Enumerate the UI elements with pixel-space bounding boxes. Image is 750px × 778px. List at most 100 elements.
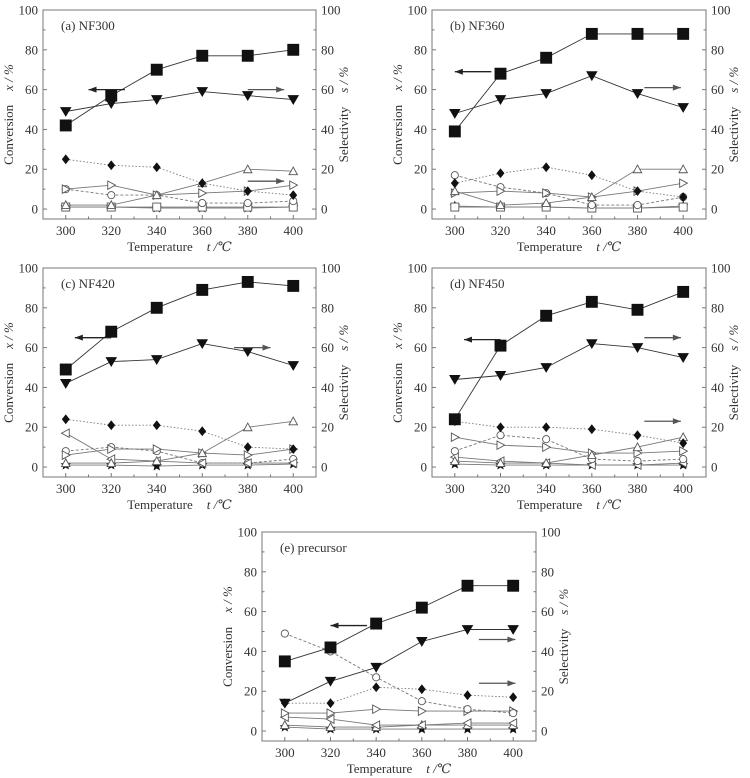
y-tick-label: 20 bbox=[25, 420, 38, 435]
y2-tick-label: 20 bbox=[711, 162, 724, 177]
y2-tick-label: 20 bbox=[321, 420, 334, 435]
y-tick-label: 40 bbox=[25, 122, 38, 137]
triangle-up-marker bbox=[106, 199, 117, 210]
triangle-down-marker bbox=[105, 357, 118, 367]
triangle-up-marker bbox=[60, 199, 71, 210]
y2-tick-label: 0 bbox=[541, 724, 548, 739]
triangle-right-marker bbox=[542, 188, 552, 199]
x-axis-label: Temperature bbox=[127, 239, 193, 254]
triangle-left-marker bbox=[197, 458, 207, 469]
square-marker bbox=[461, 579, 474, 592]
series-selectivity-2 bbox=[61, 414, 298, 455]
y2-tick-label: 40 bbox=[541, 644, 554, 659]
series-line bbox=[65, 281, 294, 370]
series-line bbox=[454, 182, 684, 198]
y-axis-unit: x / % bbox=[220, 586, 235, 614]
y-tick-label: 100 bbox=[19, 261, 39, 276]
y-axis-label: Conversion bbox=[1, 362, 16, 422]
x-tick-label: 360 bbox=[582, 481, 602, 496]
triangle-down-marker bbox=[494, 95, 507, 105]
series-line bbox=[284, 708, 514, 714]
series-line bbox=[454, 75, 684, 114]
triangle-down-marker bbox=[540, 89, 552, 99]
diamond-marker bbox=[679, 192, 688, 203]
triangle-up-marker bbox=[106, 457, 117, 468]
arrow-right-annotation bbox=[478, 636, 516, 643]
x-tick-label: 400 bbox=[673, 223, 693, 238]
series-line bbox=[454, 456, 684, 466]
panel-title: (e) precursor bbox=[280, 540, 347, 555]
series-selectivity-3 bbox=[60, 416, 299, 468]
square-marker bbox=[196, 49, 209, 62]
y-axis-title: Conversion x / % bbox=[1, 64, 16, 165]
panel-2: 300 320 340 360 380 400 0 0 20 20 40 40 60 60 80 80 100 1… bbox=[390, 3, 741, 255]
y2-axis-label: Selectivity bbox=[336, 106, 351, 162]
triangle-right-marker bbox=[289, 180, 299, 191]
square-marker bbox=[494, 339, 507, 352]
series-selectivity-3 bbox=[449, 164, 689, 210]
square-marker bbox=[105, 89, 118, 102]
series-selectivity-2 bbox=[61, 154, 298, 201]
triangle-down-marker bbox=[494, 371, 507, 381]
y-tick-label: 100 bbox=[408, 261, 428, 276]
series-line bbox=[454, 206, 684, 209]
triangle-left-marker bbox=[416, 720, 426, 731]
x-axis-label: Temperature bbox=[517, 239, 583, 254]
diamond-marker bbox=[633, 186, 642, 197]
y2-tick-label: 40 bbox=[711, 122, 724, 137]
triangle-down-marker bbox=[540, 363, 552, 373]
triangle-right-marker bbox=[107, 180, 117, 191]
series-conversion bbox=[59, 43, 300, 132]
triangle-up-marker bbox=[541, 457, 552, 468]
y-tick-label: 0 bbox=[421, 202, 428, 217]
arrow-right-annotation bbox=[644, 334, 681, 341]
x-tick-label: 360 bbox=[193, 223, 213, 238]
series-line bbox=[454, 168, 684, 206]
x-tick-label: 320 bbox=[321, 745, 341, 760]
x-tick-label: 360 bbox=[412, 745, 432, 760]
panel-1: 300 320 340 360 380 400 0 0 20 20 40 40 60 60 80 80 100 1… bbox=[1, 3, 351, 255]
triangle-down-marker bbox=[59, 107, 72, 117]
y-axis-label: Conversion bbox=[220, 626, 235, 686]
triangle-right-marker bbox=[417, 706, 427, 717]
triangle-up-marker bbox=[242, 164, 253, 174]
y2-tick-label: 40 bbox=[711, 380, 724, 395]
y2-axis-title: Selectivity s / % bbox=[336, 325, 351, 421]
triangle-down-marker bbox=[196, 87, 209, 97]
x-tick-label: 300 bbox=[56, 223, 76, 238]
series-selectivity-5 bbox=[450, 171, 688, 210]
series-selectivity-1 bbox=[449, 71, 689, 119]
arrow-head-icon bbox=[454, 68, 463, 75]
arrow-head-icon bbox=[507, 680, 516, 687]
triangle-up-marker bbox=[449, 455, 460, 466]
series-line bbox=[454, 33, 684, 132]
y-tick-label: 0 bbox=[251, 724, 258, 739]
triangle-right-marker bbox=[542, 442, 552, 453]
y-axis-unit: x / % bbox=[1, 64, 16, 92]
x-axis-label: Temperature bbox=[347, 761, 413, 776]
y2-axis-unit: s / % bbox=[726, 67, 741, 93]
y2-axis-unit: s / % bbox=[726, 325, 741, 351]
y-axis-label: Conversion bbox=[390, 104, 405, 164]
square-marker bbox=[415, 601, 428, 614]
circle-marker bbox=[280, 629, 289, 638]
y-axis-unit: x / % bbox=[1, 322, 16, 350]
circle-marker bbox=[633, 201, 642, 210]
triangle-up-marker bbox=[495, 457, 506, 468]
diamond-marker bbox=[372, 682, 381, 693]
y-axis-label: Conversion bbox=[1, 104, 16, 164]
y2-axis-label: Selectivity bbox=[726, 364, 741, 420]
square-marker bbox=[507, 579, 520, 592]
x-tick-label: 400 bbox=[673, 481, 693, 496]
y-tick-label: 100 bbox=[238, 525, 258, 540]
y2-tick-label: 0 bbox=[321, 202, 328, 217]
square-marker bbox=[677, 285, 690, 298]
triangle-left-marker bbox=[242, 458, 252, 469]
panel-3: 300 320 340 360 380 400 0 0 20 20 40 40 60 60 80 80 100 1… bbox=[1, 261, 351, 513]
diamond-marker bbox=[107, 420, 116, 431]
x-tick-label: 300 bbox=[445, 223, 465, 238]
y-tick-label: 20 bbox=[414, 420, 427, 435]
square-marker bbox=[448, 413, 461, 426]
triangle-down-marker bbox=[449, 109, 461, 119]
plot-frame bbox=[261, 531, 537, 742]
